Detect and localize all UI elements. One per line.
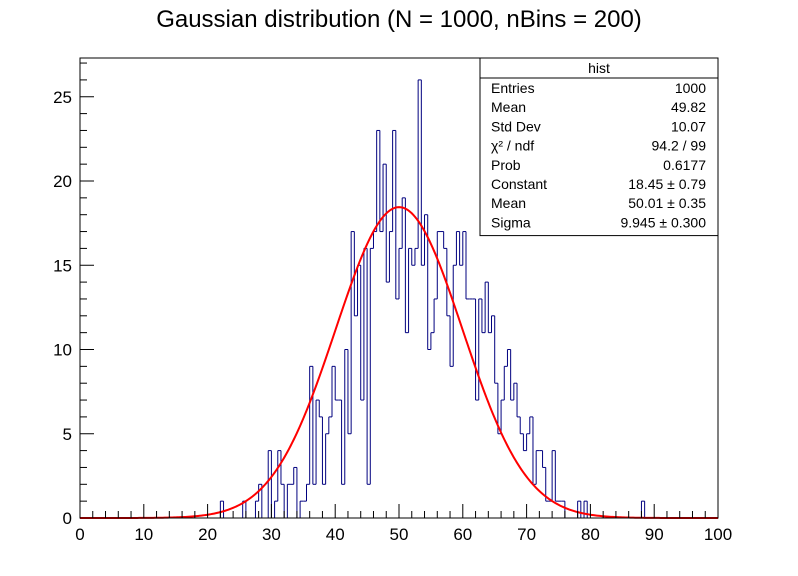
stats-row-value: 50.01 ± 0.35 — [628, 195, 706, 211]
stats-row-value: 1000 — [675, 80, 706, 96]
gaussian-fit-line — [80, 206, 718, 519]
y-tick-label: 0 — [63, 509, 72, 528]
stats-row-value: 18.45 ± 0.79 — [628, 176, 706, 192]
stats-row-label: Prob — [491, 157, 521, 173]
stats-box-title: hist — [588, 60, 610, 76]
stats-row-label: Entries — [491, 80, 535, 96]
x-tick-label: 30 — [262, 525, 281, 544]
stats-box-frame — [479, 57, 719, 237]
x-tick-label: 100 — [704, 525, 732, 544]
stats-row-value: 10.07 — [671, 118, 706, 134]
x-tick-label: 60 — [453, 525, 472, 544]
stats-row-label: Constant — [491, 176, 547, 192]
y-tick-label: 15 — [53, 256, 72, 275]
x-tick-label: 90 — [645, 525, 664, 544]
x-tick-label: 10 — [134, 525, 153, 544]
stats-row-label: χ² / ndf — [491, 138, 534, 154]
stats-row-value: 49.82 — [671, 99, 706, 115]
stats-row-value: 9.945 ± 0.300 — [620, 214, 706, 230]
y-tick-label: 10 — [53, 341, 72, 360]
stats-row-label: Mean — [491, 99, 526, 115]
stats-row-label: Sigma — [491, 214, 531, 230]
y-tick-label: 20 — [53, 172, 72, 191]
x-tick-label: 0 — [75, 525, 84, 544]
y-tick-label: 25 — [53, 88, 72, 107]
x-tick-label: 70 — [517, 525, 536, 544]
stats-row-label: Std Dev — [491, 118, 541, 134]
stats-box: hist Entries 1000 Mean 49.82 Std Dev 10.07 χ² /… — [479, 57, 719, 237]
x-tick-label: 40 — [326, 525, 345, 544]
stats-row-value: 0.6177 — [663, 157, 706, 173]
x-tick-label: 20 — [198, 525, 217, 544]
stats-row-label: Mean — [491, 195, 526, 211]
x-tick-label: 80 — [581, 525, 600, 544]
y-tick-label: 5 — [63, 425, 72, 444]
chart-title: Gaussian distribution (N = 1000, nBins =… — [156, 6, 642, 33]
x-tick-label: 50 — [390, 525, 409, 544]
stats-row-value: 94.2 / 99 — [652, 138, 707, 154]
